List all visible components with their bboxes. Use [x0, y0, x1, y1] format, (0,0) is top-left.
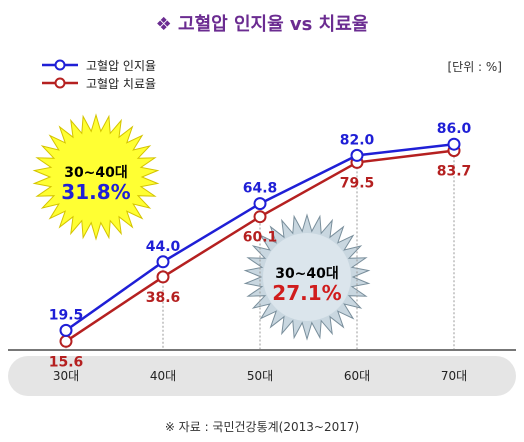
point-awareness-4: [447, 137, 461, 151]
x-tick-label-1: 40대: [150, 369, 176, 383]
x-tick-label-0: 30대: [53, 369, 79, 383]
callout-value-awareness: 31.8%: [61, 180, 130, 204]
point-awareness-3: [350, 148, 364, 162]
data-label-treatment-1: 38.6: [146, 290, 181, 306]
x-tick-label-3: 60대: [344, 369, 370, 383]
data-label-awareness-0: 19.5: [49, 307, 84, 323]
point-treatment-1: [156, 270, 170, 284]
data-label-awareness-2: 64.8: [243, 181, 278, 197]
x-tick-label-4: 70대: [441, 369, 467, 383]
data-label-awareness-3: 82.0: [340, 132, 375, 148]
callout-burst-treatment-glow: [263, 233, 351, 321]
data-label-treatment-2: 60.1: [243, 230, 278, 246]
data-label-awareness-1: 44.0: [146, 239, 181, 255]
point-treatment-0: [59, 334, 73, 348]
x-tick-label-2: 50대: [247, 369, 273, 383]
callout-label-treatment: 30~40대: [275, 266, 339, 282]
point-treatment-2: [253, 210, 267, 224]
legend-item-awareness: 고혈압 인지율: [42, 56, 156, 74]
legend-marker-treatment: [42, 77, 78, 89]
category-band: [8, 356, 516, 396]
legend: 고혈압 인지율 고혈압 치료율: [42, 56, 156, 92]
point-awareness-2: [253, 197, 267, 211]
data-label-treatment-3: 79.5: [340, 175, 375, 191]
legend-marker-awareness: [42, 59, 78, 71]
data-label-treatment-4: 83.7: [437, 164, 472, 180]
legend-label-awareness: 고혈압 인지율: [86, 58, 157, 73]
legend-item-treatment: 고혈압 치료율: [42, 74, 156, 92]
data-label-awareness-4: 86.0: [437, 121, 472, 137]
callout-label-awareness: 30~40대: [64, 165, 128, 181]
callout-burst-awareness: [32, 113, 160, 241]
chart-title: ❖ 고혈압 인지율 vs 치료율: [155, 14, 369, 35]
data-label-treatment-0: 15.6: [49, 354, 84, 370]
legend-label-treatment: 고혈압 치료율: [86, 76, 157, 91]
source-note: ※ 자료 : 국민건강통계(2013~2017): [164, 420, 360, 434]
unit-label: [단위 : %]: [447, 60, 502, 74]
callout-value-treatment: 27.1%: [272, 281, 341, 305]
point-awareness-0: [59, 323, 73, 337]
point-awareness-1: [156, 255, 170, 269]
